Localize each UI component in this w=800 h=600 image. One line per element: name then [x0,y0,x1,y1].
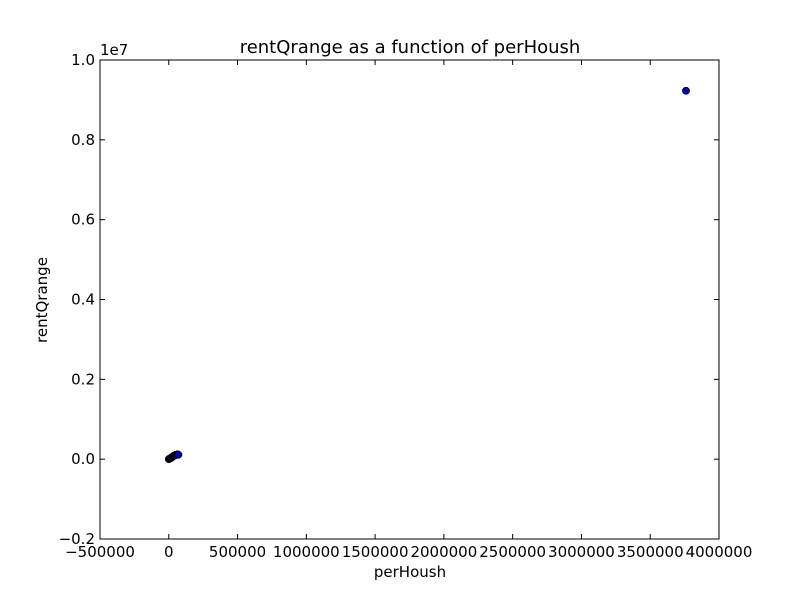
y-tick-label: 1.0 [71,51,95,69]
x-tick-label: −500000 [65,543,135,561]
data-points [164,86,690,464]
y-tick-label: 0.4 [71,291,95,309]
x-tick-label: 500000 [209,543,266,561]
x-tick-label: 2000000 [410,543,477,561]
y-tick-label: 0.0 [71,450,95,468]
data-point [174,450,183,459]
x-tick-label: 0 [164,543,174,561]
y-tick-label: 0.8 [71,131,95,149]
y-axis-ticks: −0.2 0.0 0.2 0.4 0.6 0.8 1.0 [59,51,719,548]
chart-title: rentQrange as a function of perHoush [240,37,581,58]
x-tick-label: 4000000 [686,543,753,561]
y-tick-label: −0.2 [59,530,95,548]
plot-area [99,59,720,540]
y-tick-label: 0.6 [71,211,95,229]
x-axis-ticks: −500000 0 500000 1000000 1500000 2000000 25000… [65,60,752,561]
x-tick-label: 3500000 [617,543,684,561]
plot-frame [99,59,720,540]
x-tick-label: 1500000 [342,543,409,561]
x-tick-label: 1000000 [273,543,340,561]
y-axis-title: rentQrange [33,257,51,343]
x-axis-title: perHoush [374,563,446,581]
y-offset-label: 1e7 [100,41,128,59]
x-tick-label: 3000000 [548,543,615,561]
data-point [682,86,690,95]
x-tick-label: 2500000 [479,543,546,561]
y-tick-label: 0.2 [71,370,95,388]
